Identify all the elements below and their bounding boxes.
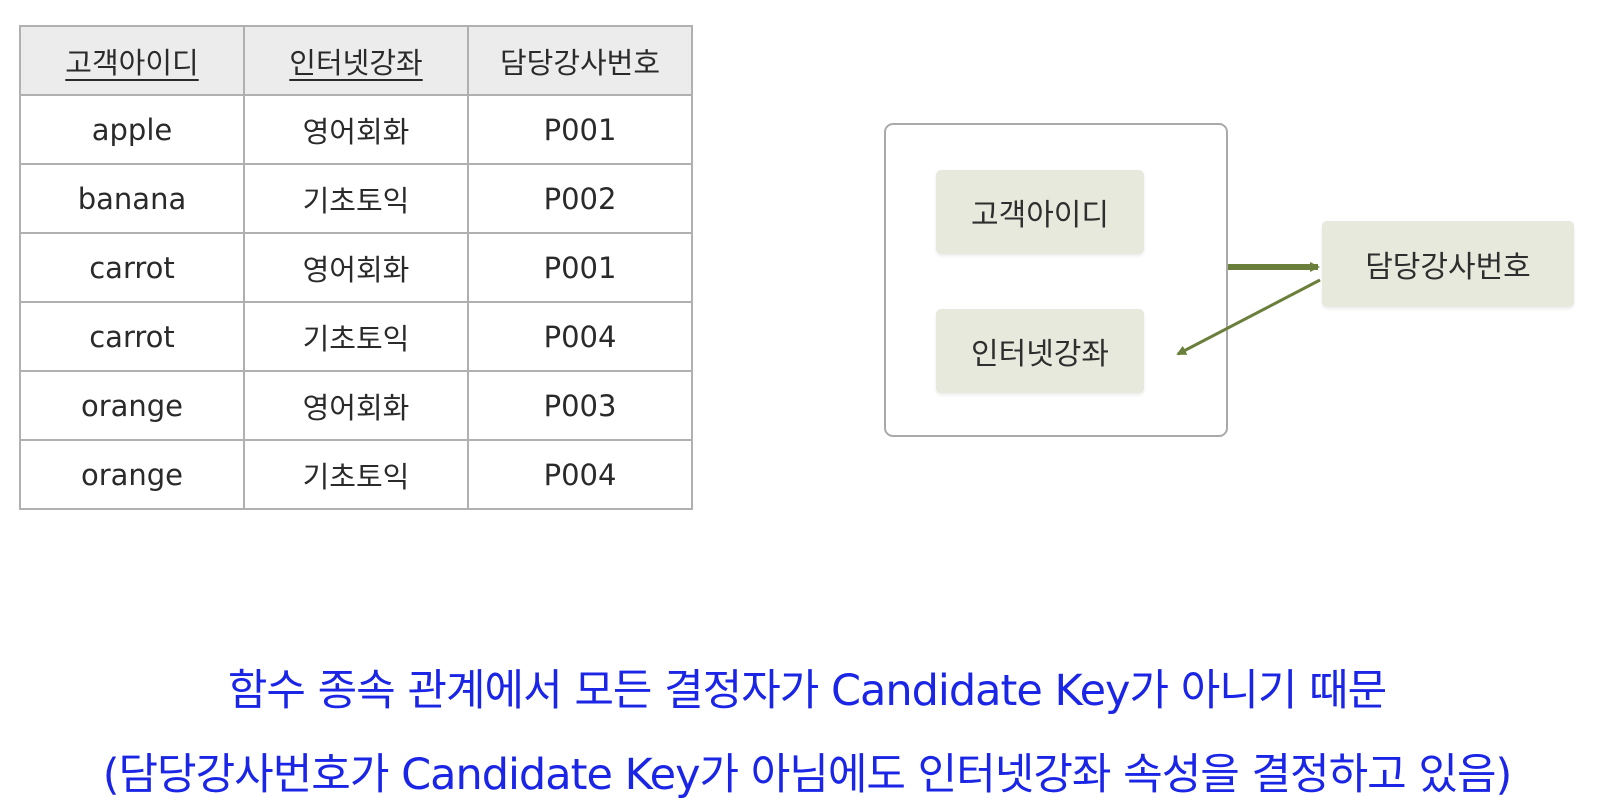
table-row: orange 영어회화 P003	[19, 370, 693, 441]
node-label: 담당강사번호	[1365, 250, 1531, 285]
table-row: apple 영어회화 P001	[19, 94, 693, 165]
header-label: 고객아이디	[65, 45, 199, 80]
cell-customer-id: carrot	[19, 301, 245, 372]
cell-customer-id: apple	[19, 94, 245, 165]
caption-line-2: (담당강사번호가 Candidate Key가 아님에도 인터넷강좌 속성을 결…	[102, 750, 1513, 800]
cell-internet-course: 기초토익	[243, 163, 469, 234]
arrow-instructor-to-course	[1176, 278, 1321, 356]
header-customer-id: 고객아이디	[19, 25, 245, 96]
header-instructor-no: 담당강사번호	[467, 25, 693, 96]
cell-customer-id: orange	[19, 370, 245, 441]
node-internet-course: 인터넷강좌	[936, 309, 1144, 393]
node-instructor-no: 담당강사번호	[1322, 221, 1574, 307]
table-row: carrot 기초토익 P004	[19, 301, 693, 372]
table-header-row: 고객아이디 인터넷강좌 담당강사번호	[19, 25, 693, 96]
cell-instructor-no: P004	[467, 301, 693, 372]
cell-internet-course: 영어회화	[243, 94, 469, 165]
cell-internet-course: 기초토익	[243, 301, 469, 372]
cell-instructor-no: P001	[467, 232, 693, 303]
relation-table: 고객아이디 인터넷강좌 담당강사번호 apple 영어회화 P001 banan…	[19, 25, 693, 510]
table-row: orange 기초토익 P004	[19, 439, 693, 510]
cell-customer-id: orange	[19, 439, 245, 510]
cell-customer-id: banana	[19, 163, 245, 234]
cell-instructor-no: P003	[467, 370, 693, 441]
cell-internet-course: 영어회화	[243, 370, 469, 441]
cell-internet-course: 기초토익	[243, 439, 469, 510]
cell-instructor-no: P004	[467, 439, 693, 510]
header-internet-course: 인터넷강좌	[243, 25, 469, 96]
table-row: banana 기초토익 P002	[19, 163, 693, 234]
table-row: carrot 영어회화 P001	[19, 232, 693, 303]
cell-customer-id: carrot	[19, 232, 245, 303]
cell-instructor-no: P002	[467, 163, 693, 234]
caption-line-1: 함수 종속 관계에서 모든 결정자가 Candidate Key가 아니기 때문	[227, 666, 1387, 716]
node-label: 인터넷강좌	[971, 337, 1109, 372]
header-label: 담당강사번호	[499, 45, 661, 80]
node-label: 고객아이디	[971, 198, 1109, 233]
node-customer-id: 고객아이디	[936, 170, 1144, 254]
cell-instructor-no: P001	[467, 94, 693, 165]
header-label: 인터넷강좌	[289, 45, 423, 80]
cell-internet-course: 영어회화	[243, 232, 469, 303]
